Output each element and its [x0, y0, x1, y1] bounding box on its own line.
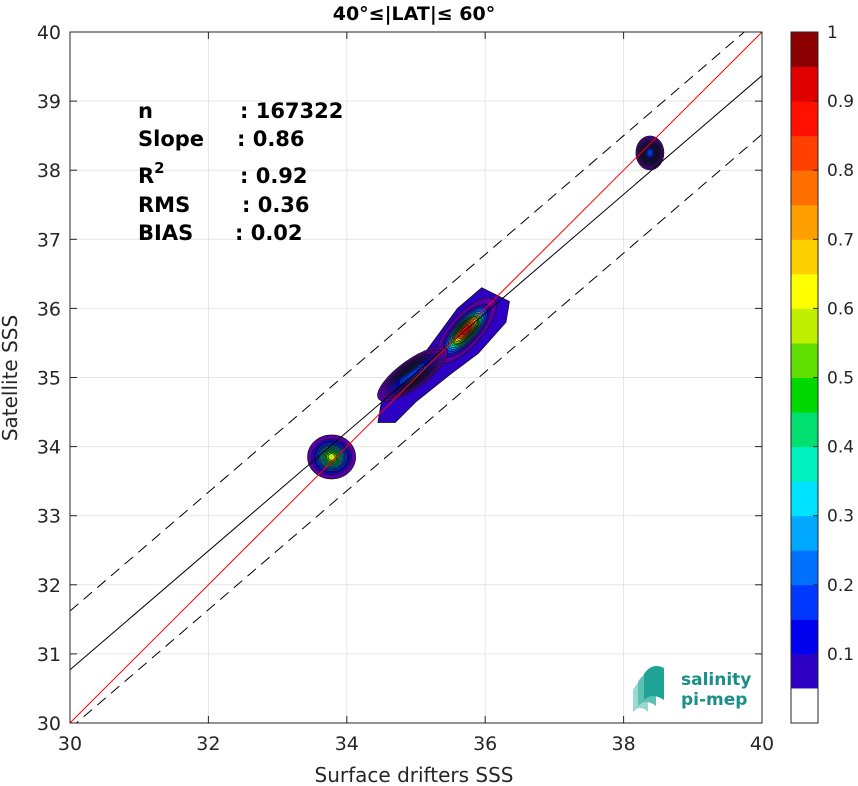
colorbar-tick-label-1: 0.2 [827, 576, 854, 596]
colorbar-tick-label-7: 0.8 [827, 161, 854, 181]
y-tick-label-6: 36 [37, 298, 61, 320]
colorbar-segment-15 [791, 204, 818, 240]
y-tick-label-2: 32 [37, 575, 61, 597]
y-tick-label-8: 38 [37, 160, 61, 182]
stat-value-rms: : 0.36 [242, 193, 310, 217]
salinity-pi-mep-logo: salinity pi-mep [633, 666, 751, 712]
colorbar-tick-label-5: 0.6 [827, 299, 854, 319]
colorbar-tick-label-2: 0.3 [827, 507, 854, 527]
colorbar-segment-2 [791, 653, 818, 689]
high-cluster-level-13 [647, 149, 653, 157]
x-tick-label-1: 32 [196, 733, 220, 755]
upper-bound-line [70, 32, 746, 612]
colorbar-segment-0 [791, 688, 818, 723]
colorbar-tick-label-4: 0.5 [827, 369, 854, 389]
grid-lines [69, 31, 763, 724]
colorbar-segment-5 [791, 550, 818, 586]
colorbar-segment-9 [791, 412, 818, 448]
colorbar-tick-label-0: 0.1 [827, 645, 854, 665]
one-to-one-line [70, 32, 762, 723]
colorbar-segment-7 [791, 481, 818, 517]
stat-label-slope: Slope [138, 127, 204, 151]
colorbar-segment-11 [791, 342, 818, 378]
colorbar: 0.1 0.2 0.3 0.4 0.5 0.6 0.7 0.8 0.9 1 [790, 23, 854, 724]
logo-line1: salinity [681, 670, 751, 690]
mid-cluster-level-13 [327, 453, 336, 461]
y-axis-label: Satellite SSS [0, 315, 22, 441]
y-tick-label-5: 35 [37, 368, 61, 390]
stat-value-n: : 167322 [240, 99, 343, 123]
colorbar-segment-10 [791, 377, 818, 413]
stat-label-r: R2 [138, 159, 165, 188]
y-tick-label-10: 40 [37, 22, 61, 44]
y-tick-label-0: 30 [37, 713, 61, 735]
x-tick-label-3: 36 [473, 733, 497, 755]
y-tick-label-9: 39 [37, 91, 61, 113]
stat-value-slope: : 0.86 [237, 127, 305, 151]
main-cluster-tail-level-13 [406, 368, 420, 380]
colorbar-tick-label-8: 0.9 [827, 92, 854, 112]
colorbar-segment-18 [791, 101, 818, 137]
stat-label-n: n [138, 99, 153, 123]
high-cluster [635, 135, 665, 171]
x-tick-label-5: 40 [750, 733, 774, 755]
colorbar-segment-16 [791, 170, 818, 206]
colorbar-segment-3 [791, 619, 818, 655]
stat-value-bias: : 0.02 [235, 221, 303, 245]
y-tick-label-1: 31 [37, 644, 61, 666]
logo-line2: pi-mep [681, 690, 747, 710]
x-tick-label-4: 38 [612, 733, 636, 755]
colorbar-segment-14 [791, 239, 818, 275]
stat-superscript: 2 [154, 159, 164, 177]
colorbar-segment-8 [791, 446, 818, 482]
stat-value-r: : 0.92 [240, 164, 308, 188]
colorbar-tick-label-9: 1 [827, 23, 838, 43]
y-tick-label-7: 37 [37, 229, 61, 251]
colorbar-segment-6 [791, 515, 818, 551]
reference-lines [70, 32, 762, 723]
colorbar-segment-4 [791, 584, 818, 620]
colorbar-segment-13 [791, 273, 818, 309]
colorbar-segment-12 [791, 308, 818, 344]
colorbar-segment-17 [791, 135, 818, 171]
colorbar-tick-label-6: 0.7 [827, 230, 854, 250]
x-axis-label: Surface drifters SSS [315, 763, 514, 786]
lower-bound-line [75, 133, 762, 723]
statistics-box: n : 167322 Slope : 0.86 R2 : 0.92 RMS : 0.36 BIA… [138, 99, 343, 245]
regression-line [70, 75, 762, 671]
colorbar-segment-20 [791, 32, 818, 68]
stat-label-bias: BIAS [138, 221, 193, 245]
chart-title: 40°≤|LAT|≤ 60° [333, 3, 496, 25]
x-tick-label-0: 30 [58, 733, 82, 755]
axis-ticks: 30 32 34 36 38 40 30 31 32 33 34 35 36 37 38 39 40 [37, 22, 774, 755]
x-tick-label-2: 34 [335, 733, 359, 755]
colorbar-segment-19 [791, 66, 818, 102]
logo-waves-icon [633, 666, 664, 712]
y-tick-label-3: 33 [37, 506, 61, 528]
colorbar-tick-label-3: 0.4 [827, 438, 854, 458]
stat-label-rms: RMS [138, 193, 190, 217]
y-tick-label-4: 34 [37, 437, 61, 459]
mid-cluster [307, 434, 356, 480]
